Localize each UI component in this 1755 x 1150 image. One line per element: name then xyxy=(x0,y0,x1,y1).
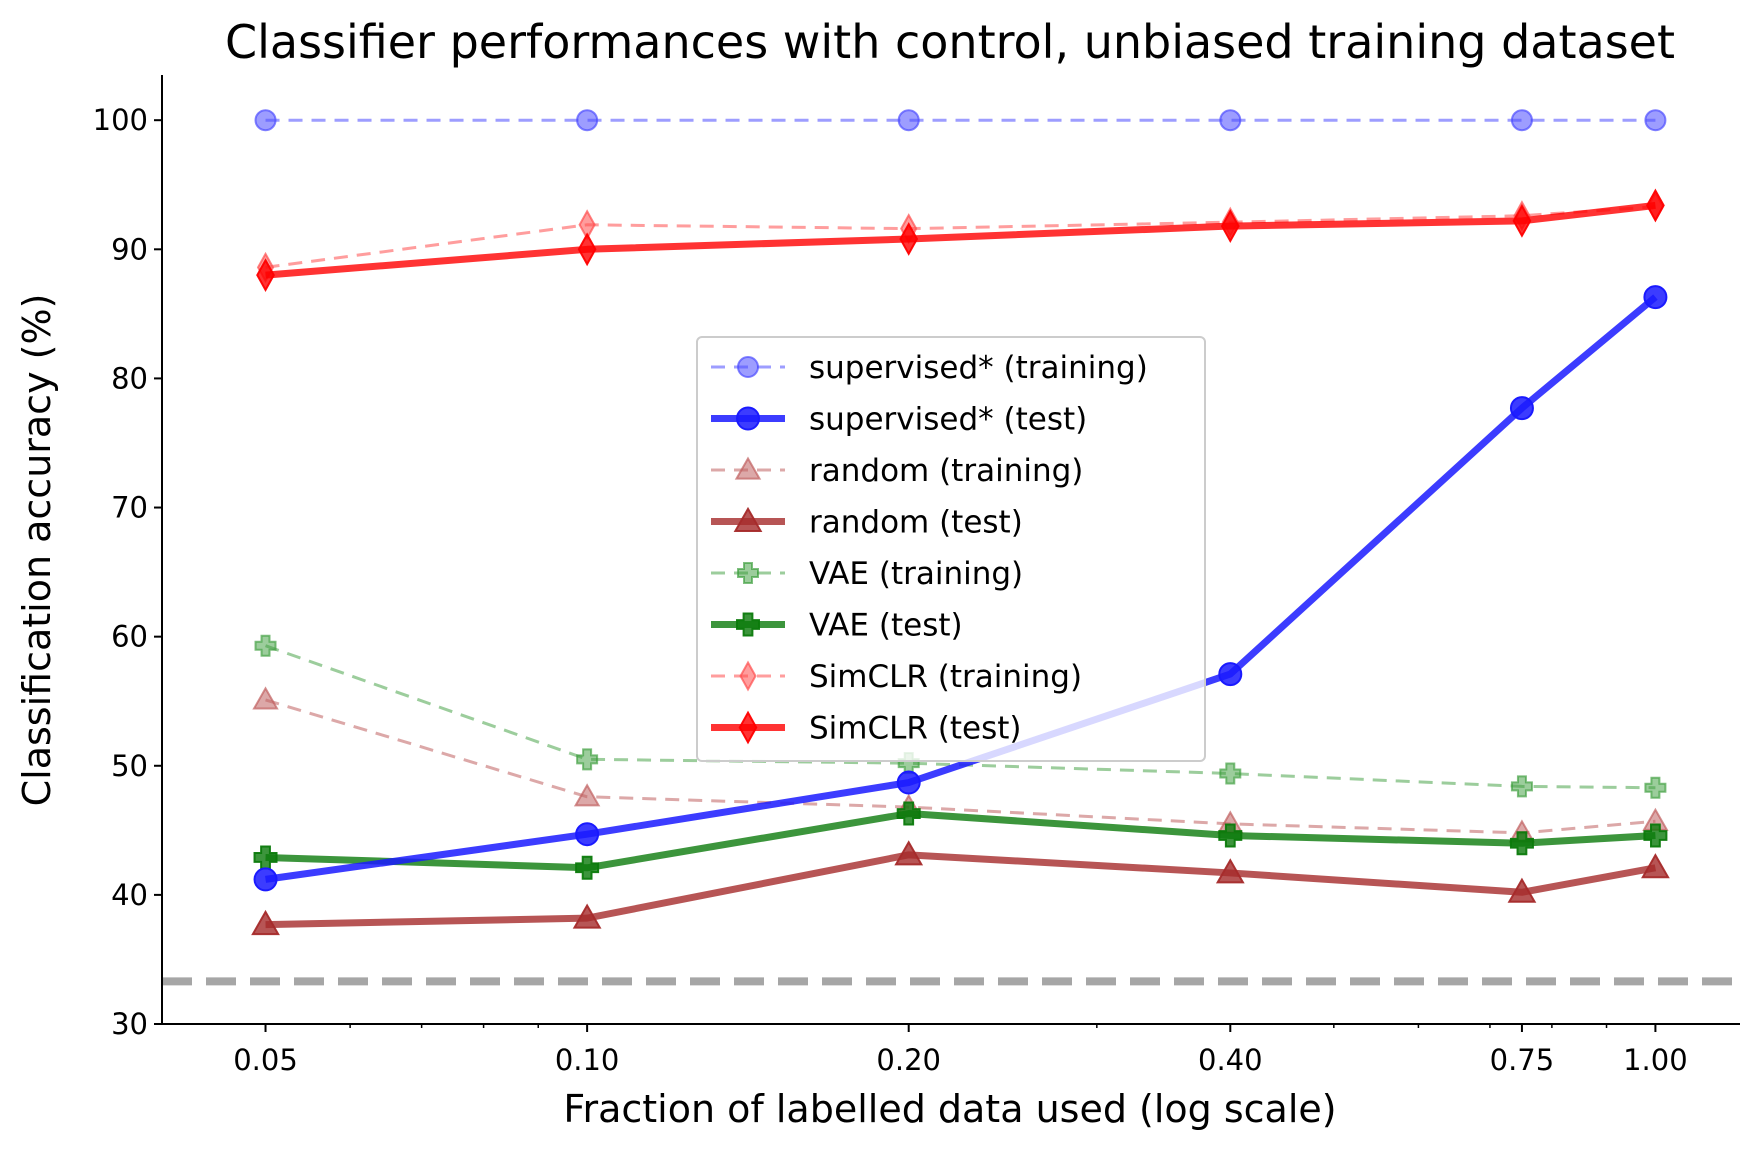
series-line-simclr-training xyxy=(265,205,1656,269)
y-tick-label: 60 xyxy=(111,620,148,654)
data-point-random-test xyxy=(572,903,602,929)
data-point-simclr-test xyxy=(1646,188,1665,223)
x-tick-label: 0.10 xyxy=(555,1043,620,1077)
legend-marker xyxy=(734,456,762,480)
legend-marker xyxy=(737,562,759,584)
legend-label: VAE (test) xyxy=(809,608,963,644)
series-vae-training xyxy=(254,634,1667,799)
data-point-vae-training xyxy=(1644,776,1667,799)
data-point-vae-test xyxy=(1509,831,1534,856)
y-tick-label: 40 xyxy=(111,878,148,912)
legend-marker xyxy=(736,612,760,637)
data-point-simclr-test xyxy=(1220,209,1240,243)
series-line-vae-test xyxy=(265,810,1656,872)
x-tick-label: 0.40 xyxy=(1198,1043,1263,1077)
series-simclr-test xyxy=(256,188,1665,293)
legend-marker xyxy=(739,660,757,692)
data-point-random-test xyxy=(1641,853,1670,879)
data-point-vae-training xyxy=(1510,775,1533,798)
data-point-supervised-training xyxy=(1219,109,1242,132)
series-line-random-training xyxy=(265,698,1656,835)
data-point-supervised-test xyxy=(253,867,278,892)
y-tick-label: 90 xyxy=(111,232,148,266)
legend-label: random (training) xyxy=(809,453,1083,489)
legend-label: supervised* (training) xyxy=(809,350,1148,386)
data-point-supervised-test xyxy=(1218,662,1243,687)
y-tick-label: 30 xyxy=(111,1007,148,1041)
data-point-simclr-test xyxy=(256,258,275,293)
legend-entry-vae-training: VAE (training) xyxy=(711,556,1023,592)
series-line-simclr-test xyxy=(265,201,1656,279)
y-tick-label: 50 xyxy=(111,749,148,783)
series-vae-test xyxy=(253,801,1668,880)
x-axis-label: Fraction of labelled data used (log scal… xyxy=(563,1087,1336,1131)
data-point-simclr-test xyxy=(899,222,919,256)
legend-marker xyxy=(736,406,760,431)
axes: 30 40 50 60 70 80 90 100 0.05 0.10 0.20 0.40 0.75 1.0… xyxy=(93,75,1740,1077)
plot-area xyxy=(162,109,1740,986)
legend: supervised* (training) supervised* (test)… xyxy=(696,336,1206,762)
y-axis-label: Classification accuracy (%) xyxy=(15,294,59,807)
data-point-vae-test xyxy=(1218,823,1243,848)
data-point-supervised-training xyxy=(254,109,277,132)
data-point-supervised-training xyxy=(1510,109,1533,132)
legend-entry-random-test: random (test) xyxy=(711,505,1023,541)
data-point-supervised-test xyxy=(1509,396,1534,421)
data-point-random-test xyxy=(1215,858,1245,884)
legend-marker xyxy=(737,356,759,378)
y-tick-label: 100 xyxy=(93,103,148,137)
legend-label: SimCLR (training) xyxy=(809,659,1082,695)
data-point-vae-test xyxy=(253,845,278,870)
data-point-vae-test xyxy=(1643,823,1668,848)
legend-entry-simclr-training: SimCLR (training) xyxy=(711,659,1082,695)
series-line-random-test xyxy=(265,851,1657,929)
data-point-supervised-test xyxy=(1643,285,1668,310)
legend-marker xyxy=(738,710,758,745)
y-tick-label: 70 xyxy=(111,491,148,525)
data-point-supervised-training xyxy=(897,109,920,132)
legend-marker xyxy=(733,506,763,532)
series-line-vae-training xyxy=(265,644,1656,790)
legend-label: random (test) xyxy=(809,505,1023,541)
legend-entry-simclr-test: SimCLR (test) xyxy=(711,711,1022,747)
data-point-random-test xyxy=(894,840,924,866)
data-point-random-test xyxy=(1507,877,1537,903)
legend-label: SimCLR (test) xyxy=(809,711,1022,747)
data-point-random-test xyxy=(251,909,280,936)
data-point-vae-training xyxy=(254,634,277,657)
series-random-test xyxy=(251,840,1670,936)
y-tick-label: 80 xyxy=(111,361,148,395)
x-tick-label: 0.05 xyxy=(233,1043,298,1077)
legend-entry-supervised-test: supervised* (test) xyxy=(711,402,1087,438)
legend-box xyxy=(696,336,1206,762)
chart-title: Classifier performances with control, un… xyxy=(225,15,1675,69)
data-point-vae-test xyxy=(575,855,600,880)
legend-entry-vae-test: VAE (test) xyxy=(711,608,963,644)
data-point-supervised-training xyxy=(576,109,599,132)
data-point-supervised-test xyxy=(575,822,600,847)
legend-entry-random-training: random (training) xyxy=(711,453,1083,489)
x-tick-label: 1.00 xyxy=(1623,1043,1688,1077)
series-supervised-training xyxy=(254,109,1667,132)
data-point-vae-training xyxy=(576,748,599,771)
data-point-supervised-test xyxy=(896,770,921,795)
x-tick-label: 0.20 xyxy=(876,1043,941,1077)
data-point-simclr-test xyxy=(577,232,597,267)
data-point-vae-test xyxy=(896,801,921,826)
legend-label: VAE (training) xyxy=(809,556,1023,592)
legend-entry-supervised-training: supervised* (training) xyxy=(711,350,1148,386)
data-point-random-training xyxy=(573,783,601,807)
x-tick-label: 0.75 xyxy=(1490,1043,1555,1077)
legend-label: supervised* (test) xyxy=(809,402,1087,438)
data-point-supervised-training xyxy=(1644,109,1667,132)
data-point-random-training xyxy=(252,686,279,710)
data-point-simclr-test xyxy=(1512,203,1532,238)
data-point-vae-training xyxy=(1219,762,1242,785)
